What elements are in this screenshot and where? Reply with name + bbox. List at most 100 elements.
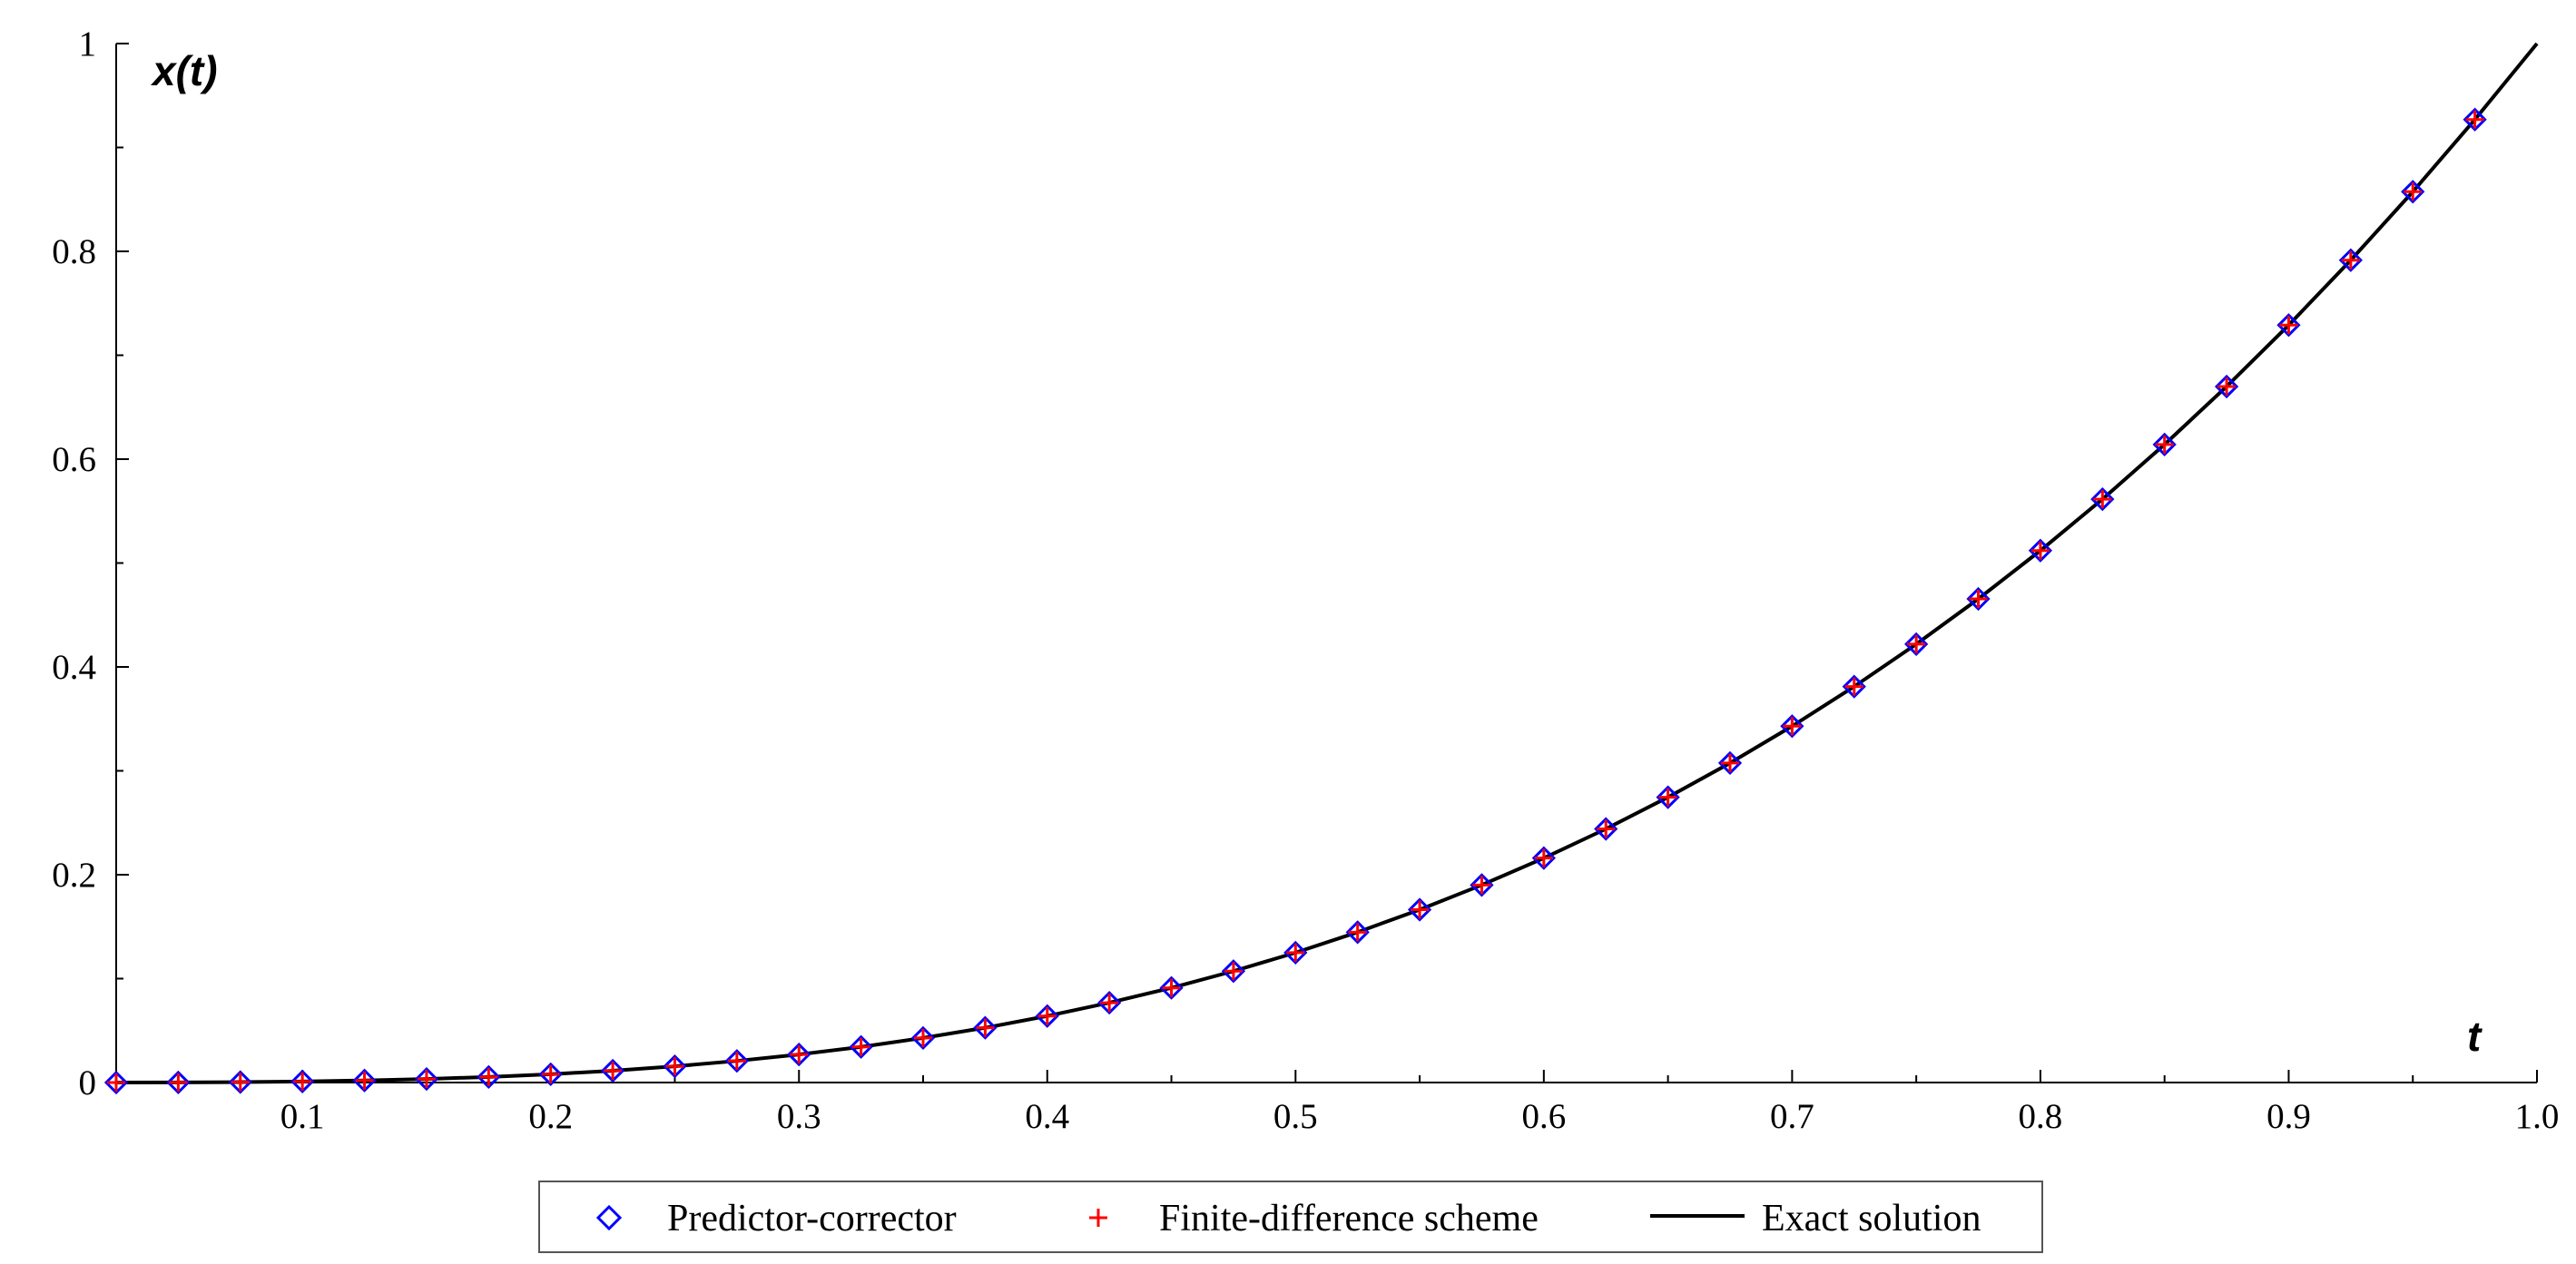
legend-box xyxy=(538,1181,2043,1253)
predictor-corrector-point xyxy=(973,1015,998,1040)
predictor-corrector-point xyxy=(2152,432,2177,456)
finite-difference-point xyxy=(604,1061,623,1080)
predictor-corrector-point xyxy=(600,1058,625,1083)
x-tick-label: 0.7 xyxy=(1770,1097,1814,1136)
x-tick-label: 0.5 xyxy=(1273,1097,1318,1136)
legend: Predictor-corrector Finite-difference sc… xyxy=(538,1181,2043,1253)
predictor-corrector-point xyxy=(2090,486,2115,512)
predictor-corrector-point xyxy=(166,1070,191,1095)
predictor-corrector-point xyxy=(849,1034,873,1059)
finite-difference-point xyxy=(1844,677,1863,696)
y-tick-label: 0 xyxy=(79,1063,97,1102)
predictor-corrector-point xyxy=(724,1049,749,1073)
predictor-corrector-point xyxy=(477,1064,501,1089)
finite-difference-point xyxy=(1472,876,1491,895)
finite-difference-point xyxy=(1969,590,1988,609)
y-tick-label: 0.6 xyxy=(52,440,96,479)
y-tick-label: 0.4 xyxy=(52,648,96,687)
predictor-corrector-point xyxy=(1221,959,1246,984)
predictor-corrector-point xyxy=(787,1042,811,1067)
finite-difference-point xyxy=(1411,900,1430,919)
x-tick-label: 0.8 xyxy=(2019,1097,2063,1136)
legend-label-predictor-corrector: Predictor-corrector xyxy=(667,1198,957,1240)
x-tick-label: 0.6 xyxy=(1521,1097,1566,1136)
finite-difference-point xyxy=(1534,848,1553,867)
predictor-corrector-point xyxy=(2463,107,2487,132)
x-tick-label: 0.2 xyxy=(528,1097,573,1136)
predictor-corrector-point xyxy=(1966,586,1991,612)
finite-difference-point xyxy=(1037,1006,1057,1025)
finite-difference-point xyxy=(1162,978,1181,997)
predictor-corrector-point xyxy=(290,1069,315,1093)
finite-difference-point xyxy=(2093,490,2112,509)
predictor-corrector-point xyxy=(1035,1004,1059,1028)
predictor-corrector-point xyxy=(1717,750,1743,776)
predictor-corrector-point xyxy=(1097,990,1122,1015)
predictor-corrector-point xyxy=(538,1062,563,1086)
predictor-corrector-point xyxy=(228,1070,252,1094)
y-tick-label: 0.2 xyxy=(52,856,96,895)
predictor-corrector-point xyxy=(1407,897,1432,922)
finite-difference-point xyxy=(2404,182,2423,201)
finite-difference-point xyxy=(1783,717,1802,736)
finite-difference-point xyxy=(1286,943,1305,962)
legend-plus-icon xyxy=(1089,1209,1107,1227)
finite-difference-point xyxy=(355,1071,374,1090)
predictor-corrector-point xyxy=(910,1025,936,1051)
finite-difference-point xyxy=(2155,435,2174,454)
finite-difference-point xyxy=(914,1028,932,1047)
finite-difference-point xyxy=(790,1045,809,1064)
finite-difference-point xyxy=(665,1057,684,1076)
predictor-corrector-markers xyxy=(103,107,2487,1095)
finite-difference-point xyxy=(541,1064,560,1083)
y-ticks: 0 0.2 0.4 0.6 0.8 1 xyxy=(52,24,129,1102)
predictor-corrector-point xyxy=(1470,873,1494,897)
finite-difference-point xyxy=(727,1052,746,1071)
x-tick-label: 0.1 xyxy=(280,1097,325,1136)
finite-difference-point xyxy=(107,1073,125,1092)
finite-difference-point xyxy=(1224,962,1243,981)
finite-difference-point xyxy=(2217,377,2237,396)
finite-difference-point xyxy=(851,1037,870,1056)
predictor-corrector-point xyxy=(1159,975,1184,1000)
predictor-corrector-point xyxy=(1345,920,1370,945)
finite-difference-point xyxy=(417,1070,436,1089)
finite-difference-point xyxy=(2465,110,2484,129)
x-tick-label: 0.9 xyxy=(2266,1097,2311,1136)
finite-difference-point xyxy=(293,1072,312,1091)
x-tick-label: 0.4 xyxy=(1025,1097,1069,1136)
predictor-corrector-point xyxy=(1531,846,1556,870)
x-ticks: 0.1 0.2 0.3 0.4 0.5 0.6 0.7 0.8 0.9 1.0 xyxy=(177,1070,2559,1136)
predictor-corrector-point xyxy=(2276,313,2301,338)
predictor-corrector-point xyxy=(2338,248,2363,272)
finite-difference-point xyxy=(976,1018,995,1037)
finite-difference-point xyxy=(2341,250,2360,269)
finite-difference-point xyxy=(2279,316,2298,335)
predictor-corrector-point xyxy=(2214,374,2239,399)
finite-difference-point xyxy=(479,1067,498,1086)
exact-solution-line xyxy=(115,42,2539,1084)
y-axis-title: x(t) xyxy=(150,47,218,94)
predictor-corrector-point xyxy=(352,1068,377,1093)
finite-difference-point xyxy=(1100,994,1119,1013)
predictor-corrector-point xyxy=(1283,940,1308,965)
predictor-corrector-point xyxy=(1594,817,1618,841)
finite-difference-point xyxy=(1348,923,1367,942)
predictor-corrector-point xyxy=(103,1070,129,1095)
predictor-corrector-point xyxy=(1904,632,1929,657)
predictor-corrector-point xyxy=(2401,180,2425,204)
finite-difference-point xyxy=(1658,788,1677,807)
legend-label-finite-difference: Finite-difference scheme xyxy=(1159,1198,1539,1240)
y-tick-label: 1 xyxy=(79,24,97,64)
finite-difference-point xyxy=(1721,753,1739,772)
finite-difference-markers xyxy=(107,110,2484,1092)
legend-diamond-icon xyxy=(595,1204,623,1231)
predictor-corrector-point xyxy=(1780,714,1804,739)
predictor-corrector-point xyxy=(1656,785,1680,809)
predictor-corrector-point xyxy=(663,1054,687,1079)
legend-label-exact-solution: Exact solution xyxy=(1762,1198,1981,1240)
finite-difference-point xyxy=(169,1073,188,1092)
predictor-corrector-point xyxy=(1842,674,1866,699)
x-axis-title: t xyxy=(2467,1013,2483,1060)
